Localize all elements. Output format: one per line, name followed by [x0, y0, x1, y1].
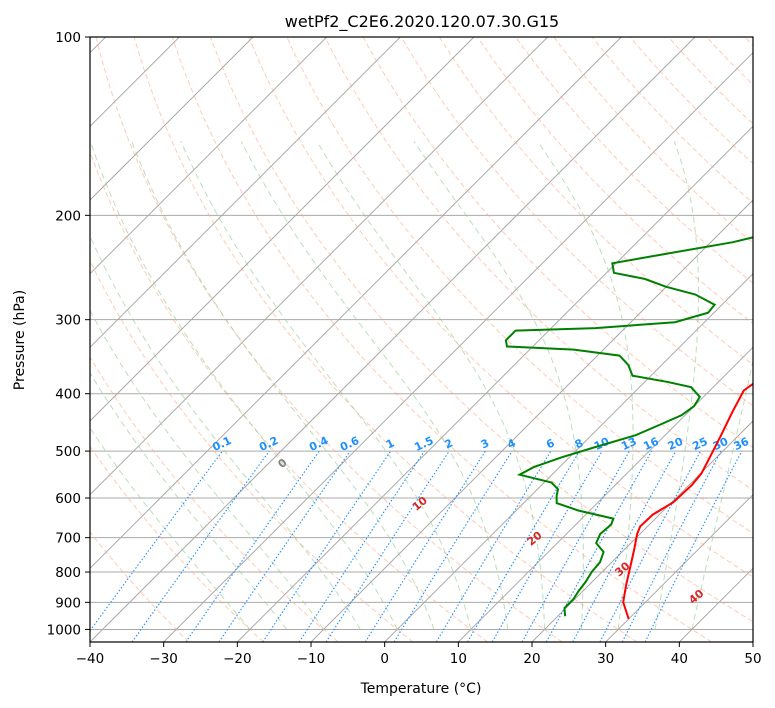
series-layer: [504, 236, 753, 620]
dry-adiabat-line: [477, 37, 753, 325]
mixing-ratio-label: 10: [592, 435, 612, 453]
x-tick-label: 10: [450, 651, 467, 667]
mixing-ratio-line: [491, 450, 603, 642]
isotherm-line: [236, 125, 753, 642]
isotherm-line: [90, 37, 549, 496]
dry-adiabat-line: [90, 150, 488, 642]
y-tick-label: 800: [55, 565, 81, 581]
chart-title: wetPf2_C2E6.2020.120.07.30.G15: [285, 12, 559, 32]
mixing-ratio-label: 16: [641, 435, 661, 453]
y-tick-label: 200: [55, 208, 81, 224]
y-tick-label: 500: [55, 444, 81, 460]
mixing-ratio-line: [572, 450, 677, 642]
x-tick-label: −30: [149, 651, 178, 667]
mixing-ratio-label: 36: [732, 435, 752, 453]
mixing-ratio-line: [621, 450, 722, 642]
y-tick-label: 900: [55, 595, 81, 611]
dry-adiabat-line: [90, 356, 339, 642]
isotherm-line: [90, 37, 696, 642]
y-tick-label: 1000: [47, 622, 81, 638]
dry-adiabat-line: [591, 37, 753, 204]
moist-adiabat-line: [691, 358, 753, 630]
moist-adiabat-line: [654, 141, 699, 630]
y-tick-label: 700: [55, 531, 81, 547]
mixing-ratio-line: [644, 450, 743, 642]
dry-adiabat-line: [133, 37, 638, 642]
moist-adiabat-line: [90, 141, 398, 630]
isotherm-line: [90, 37, 475, 422]
mixing-ratio-line: [393, 450, 513, 642]
x-axis-label: Temperature (°C): [360, 681, 482, 697]
mixing-ratio-line: [325, 450, 450, 642]
mixing-ratio-line: [131, 450, 270, 642]
dry-adiabat-line: [210, 37, 753, 623]
dewpoint-profile: [504, 236, 753, 617]
x-tick-label: −20: [223, 651, 252, 667]
dry-adiabat-line: [90, 259, 414, 642]
mixing-ratio-line: [218, 450, 351, 642]
dry-adiabat-line: [171, 37, 712, 642]
plot-frame: [89, 36, 754, 643]
dry-adiabat-line: [90, 531, 190, 642]
grid-layer: [90, 37, 753, 642]
mixing-ratio-label: 30: [711, 435, 731, 453]
mixing-ratio-line: [185, 450, 320, 642]
isotherm-line: [384, 272, 753, 642]
moist-adiabat-line: [90, 235, 361, 630]
isotherm-line: [163, 51, 753, 642]
y-axis-label: Pressure (hPa): [12, 290, 28, 390]
axis-ticks: −40 −30 −20 −10 0 10 20 30 40 50 100 200 300 400 500 60…: [47, 30, 762, 667]
isotherm-line: [90, 37, 254, 201]
isotherm-line: [90, 37, 328, 275]
mixing-ratio-line: [364, 450, 486, 642]
mixing-ratio-label: 20: [666, 435, 686, 453]
mixing-ratio-label: 25: [690, 435, 709, 453]
x-tick-label: 0: [380, 651, 389, 667]
moist-adiabat-line: [537, 141, 634, 630]
dry-adiabat-line: [286, 37, 753, 534]
y-tick-label: 300: [55, 313, 81, 329]
mixing-ratio-line: [298, 450, 425, 642]
isotherm-line: [531, 420, 753, 642]
dry-adiabat-line: [400, 37, 753, 407]
dry-adiabat-line: [553, 37, 753, 244]
x-tick-label: 30: [597, 651, 614, 667]
y-tick-label: 100: [55, 30, 81, 46]
isotherm-line: [605, 493, 753, 642]
x-tick-label: −10: [297, 651, 326, 667]
temperature-profile: [622, 382, 753, 620]
mixing-ratio-line: [521, 450, 630, 642]
moist-adiabat-line: [413, 141, 584, 630]
dry-adiabat-line: [324, 37, 753, 491]
dry-adiabat-line: [362, 37, 753, 449]
y-tick-label: 600: [55, 491, 81, 507]
x-tick-label: 50: [744, 651, 761, 667]
moist-adiabat-line: [316, 141, 546, 630]
mixing-ratio-line: [90, 450, 223, 632]
dry-adiabat-line: [248, 37, 753, 578]
moist-adiabat-line: [180, 141, 472, 630]
x-tick-label: −40: [76, 651, 105, 667]
isotherm-line: [90, 37, 622, 570]
dry-adiabat-line: [438, 37, 753, 365]
y-tick-label: 400: [55, 387, 81, 403]
moist-adiabat-line: [90, 371, 288, 630]
mixing-ratio-line: [599, 450, 701, 642]
isotherm-line: [90, 37, 401, 349]
moist-adiabat-line: [90, 309, 324, 630]
moist-adiabat-line: [131, 141, 435, 630]
x-tick-label: 40: [671, 651, 688, 667]
x-tick-label: 20: [523, 651, 540, 667]
isotherm-line: [457, 346, 753, 642]
moist-adiabat-line: [90, 427, 251, 630]
